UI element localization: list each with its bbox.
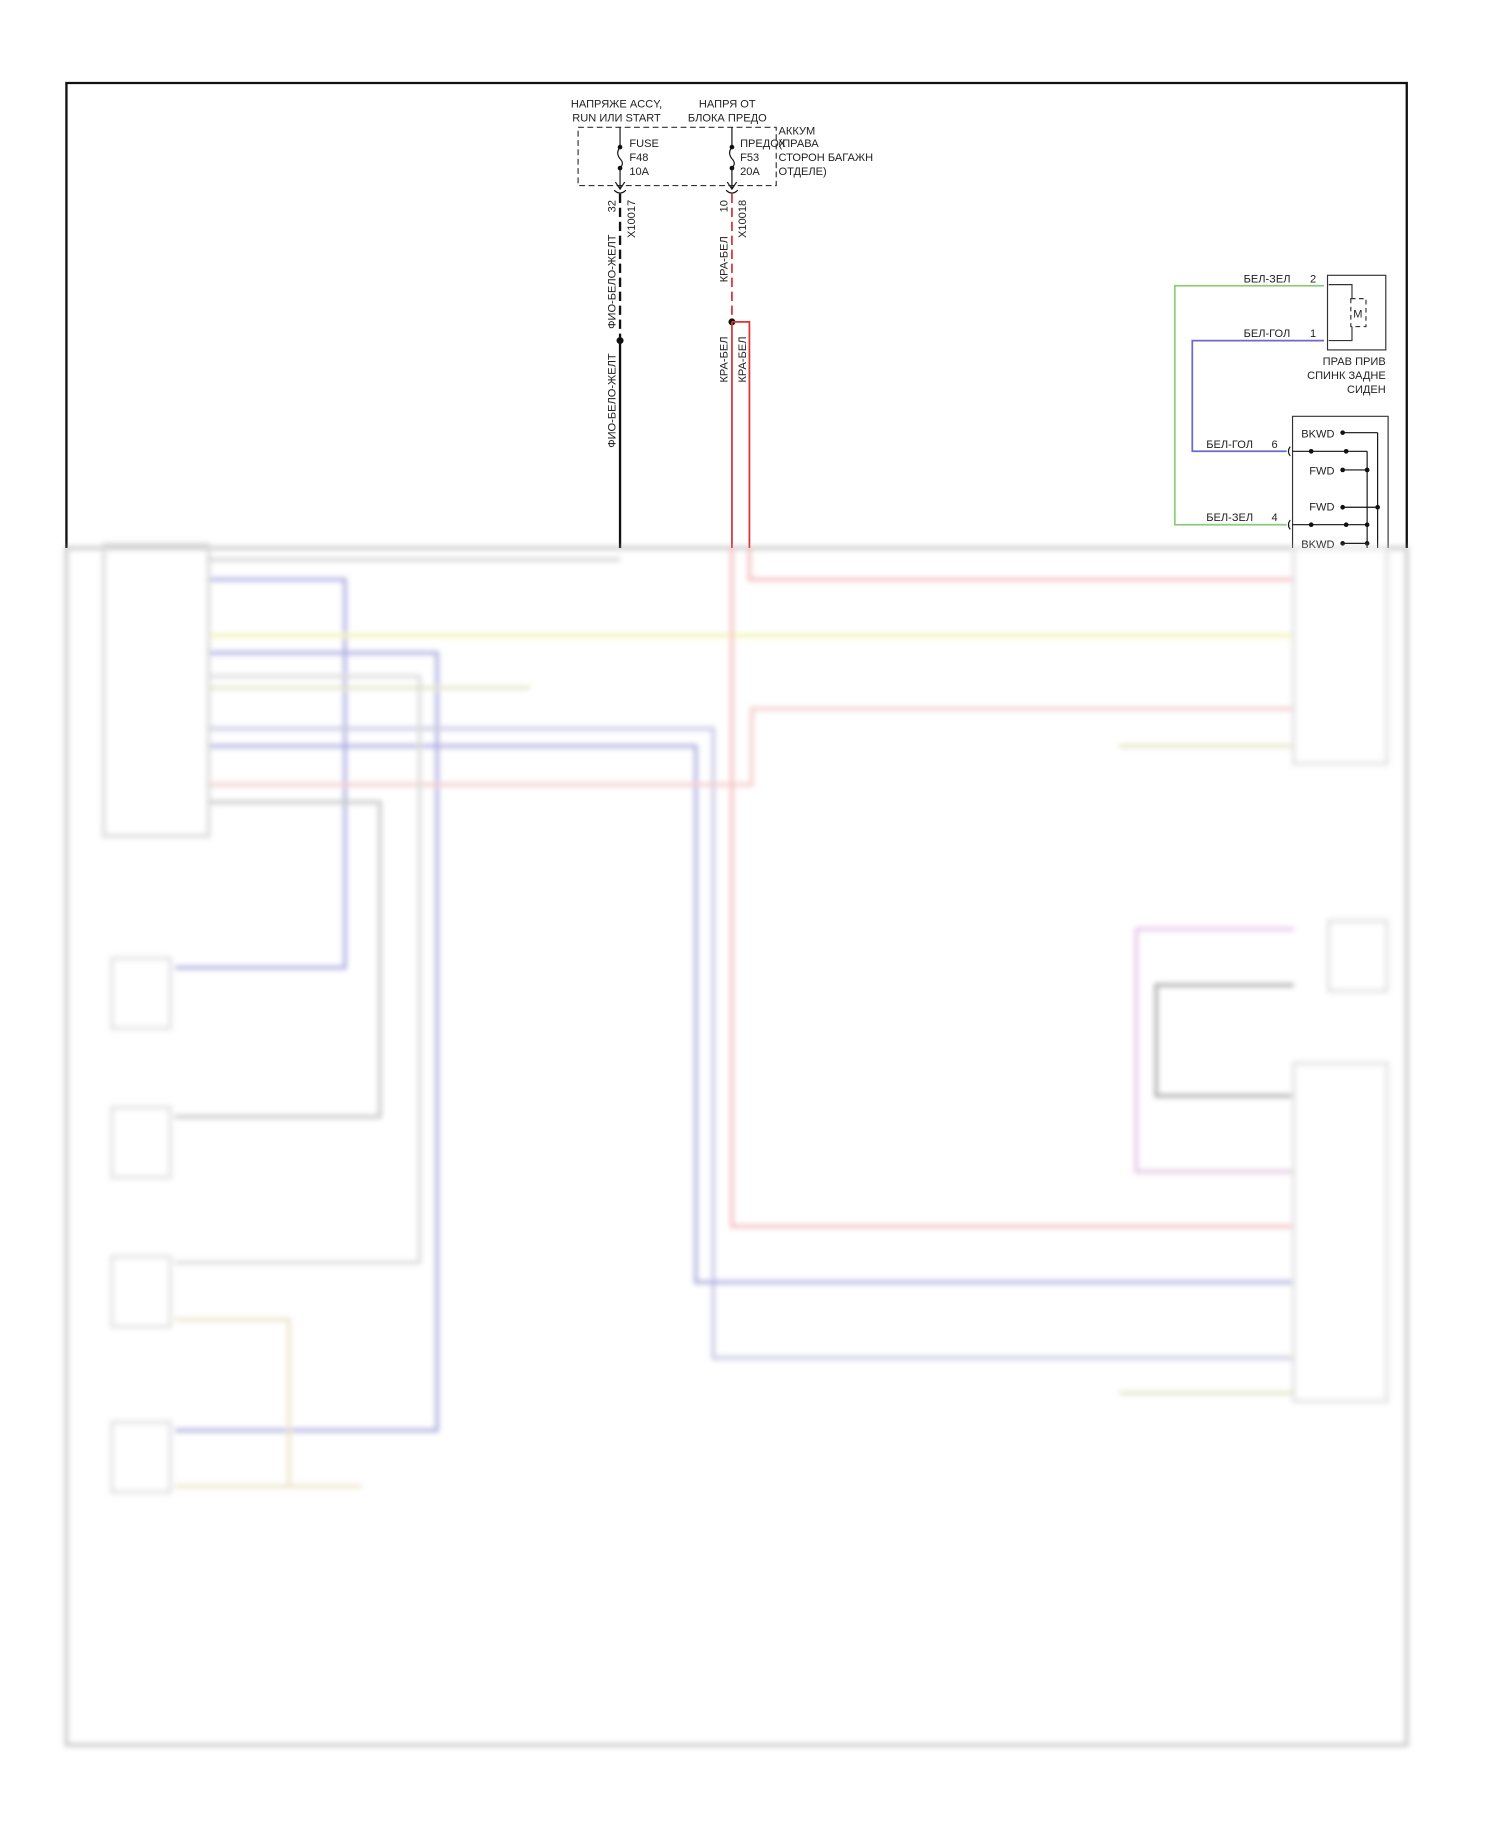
fuse2-label: ПРЕДОХ — [740, 138, 786, 150]
motor-pin2: 2 — [1310, 273, 1316, 285]
fuse2-rating: 20A — [740, 166, 760, 178]
wire-label-4: КРА-БЕЛ — [718, 336, 730, 382]
wire-label-1: ФИО-БЕЛО-ЖЕЛТ — [606, 234, 618, 329]
switch-pin6-wire: БЕЛ-ГОЛ — [1206, 439, 1253, 451]
fuse2-pin: 10 — [718, 200, 730, 212]
fuse-f48: FUSE F48 10A 32 X10017 — [606, 127, 659, 238]
box-label-3: СТОРОН БАГАЖН — [779, 152, 874, 164]
front-label-2: БЛОКА ПРЕДО — [688, 112, 767, 124]
switch-pin6: 6 — [1272, 439, 1278, 451]
motor-pin1: 1 — [1310, 328, 1316, 340]
frame — [65, 81, 1408, 549]
fuse1-rating: 10A — [629, 166, 649, 178]
wire-blue — [1191, 339, 1325, 453]
wire-label-2: ФИО-БЕЛО-ЖЕЛТ — [606, 353, 618, 448]
motor-symbol: M — [1353, 308, 1362, 320]
switch-pin4-wire: БЕЛ-ЗЕЛ — [1206, 512, 1253, 524]
accy-label-1: НАПРЯЖЕ ACCY, — [571, 98, 662, 110]
motor-label-1: ПРАВ ПРИВ — [1323, 356, 1386, 368]
wire-label-5: КРА-БЕЛ — [737, 336, 749, 382]
fuse-f53: ПРЕДОХ F53 20A 10 X10018 — [718, 127, 786, 238]
fuse-box — [577, 126, 777, 187]
motor-pin2-wire: БЕЛ-ЗЕЛ — [1244, 273, 1291, 285]
fuse1-pin: 32 — [606, 200, 618, 212]
wire-label-3: КРА-БЕЛ — [718, 236, 730, 282]
switch-pos-fwd-1: FWD — [1309, 466, 1334, 478]
fuse1-connector: X10017 — [626, 200, 638, 238]
fuse2-connector: X10018 — [737, 200, 749, 238]
switch-pos-bkwd-1: BKWD — [1301, 428, 1334, 440]
motor-pin1-wire: БЕЛ-ГОЛ — [1244, 328, 1291, 340]
fuse2-id: F53 — [740, 152, 759, 164]
box-label-1: АККУМ — [779, 125, 816, 137]
motor-label-3: СИДЕН — [1347, 384, 1386, 396]
seat-back-motor: M ПРАВ ПРИВ СПИНК ЗАДНЕ СИДЕН БЕЛ-ЗЕЛ 2 … — [1244, 273, 1387, 396]
wire-red-2 — [731, 321, 751, 549]
fuse1-id: F48 — [629, 152, 648, 164]
accy-label-2: RUN ИЛИ START — [572, 112, 661, 124]
seat-back-switch: БЕЛ-ГОЛ 6 БЕЛ-ЗЕЛ 4 BKWD FWD FWD BKWD — [1206, 415, 1389, 551]
switch-pin4: 4 — [1272, 512, 1278, 524]
fuse1-label: FUSE — [629, 138, 659, 150]
box-label-4: ОТДЕЛЕ) — [779, 166, 827, 178]
motor-label-2: СПИНК ЗАДНЕ — [1307, 370, 1386, 382]
box-label-2: (ПРАВА — [779, 138, 820, 150]
wire-green — [1173, 284, 1325, 526]
switch-pos-fwd-2: FWD — [1309, 502, 1334, 514]
blurred-region — [64, 542, 1409, 1747]
front-label-1: НАПРЯ ОТ — [699, 98, 756, 110]
